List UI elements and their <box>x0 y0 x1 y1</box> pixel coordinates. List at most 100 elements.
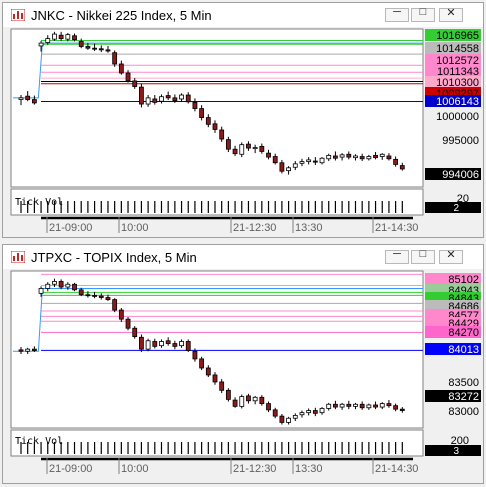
candle-body-down <box>132 327 138 337</box>
candle-body-down <box>125 72 131 82</box>
candle <box>346 151 352 160</box>
candle-body-down <box>246 395 251 402</box>
window-title: JNKC - Nikkei 225 Index, 5 Min <box>31 8 212 23</box>
candle <box>306 408 312 416</box>
candle-body-down <box>18 349 24 352</box>
candle <box>25 347 31 355</box>
candle <box>65 32 71 42</box>
candle <box>219 379 225 394</box>
candle-body-up <box>366 404 372 409</box>
minimize-button[interactable]: ─ <box>385 248 409 264</box>
candle-body-up <box>353 155 358 159</box>
price-axis-label: 995000 <box>442 135 479 147</box>
candle <box>259 395 265 406</box>
candle <box>286 166 291 175</box>
candle <box>45 282 51 292</box>
candle-body-down <box>192 350 198 360</box>
candle <box>31 346 37 352</box>
candle-body-down <box>259 145 265 152</box>
plot-area[interactable] <box>10 270 424 429</box>
candle <box>279 414 285 425</box>
candle <box>58 31 64 41</box>
maximize-button[interactable]: □ <box>411 248 435 264</box>
price-chart[interactable]: Tick Vol 21-09:00 10:00 21-12:30 13:30 21-14:… <box>3 3 483 237</box>
candle <box>393 156 399 167</box>
window-title-bar[interactable]: JTPXC - TOPIX Index, 5 Min ─ □ ✕ <box>3 245 483 269</box>
plot-area[interactable] <box>10 28 424 188</box>
candle <box>306 157 312 165</box>
candle <box>105 294 111 302</box>
candle-body-down <box>399 408 405 411</box>
candle-body-up <box>319 157 325 164</box>
candle <box>366 403 372 410</box>
candle <box>118 60 124 75</box>
candle-body-down <box>165 340 171 344</box>
candle <box>279 159 285 174</box>
candle <box>326 153 332 162</box>
candle <box>259 143 265 154</box>
minimize-icon: ─ <box>393 248 401 260</box>
candle-body-down <box>266 403 271 411</box>
candle <box>112 50 118 67</box>
volume-pane[interactable] <box>10 188 424 216</box>
candle-body-up <box>379 153 385 157</box>
candle-body-down <box>58 281 64 288</box>
candle-body-down <box>152 98 158 103</box>
candle <box>252 144 258 154</box>
candle-body-down <box>333 155 338 159</box>
candle-body-up <box>292 415 298 419</box>
candle-body-down <box>399 165 405 170</box>
candle <box>312 157 318 165</box>
candle-body-up <box>145 340 151 350</box>
time-axis-label: 10:00 <box>121 463 149 475</box>
candle <box>58 279 64 290</box>
candle-body-down <box>165 95 171 99</box>
close-icon: ✕ <box>446 7 456 19</box>
candle-body-down <box>205 367 211 376</box>
candle-body-down <box>359 156 365 160</box>
candle-body-down <box>72 283 77 291</box>
candle <box>52 278 57 288</box>
candle <box>353 402 358 410</box>
candle-body-down <box>266 152 271 158</box>
candle-body-up <box>286 417 291 423</box>
candle-body-up <box>366 156 372 160</box>
window-title: JTPXC - TOPIX Index, 5 Min <box>31 250 197 265</box>
candle-body-up <box>379 403 385 408</box>
candle-body-down <box>132 80 138 87</box>
price-chart[interactable]: Tick Vol 21-09:00 10:00 21-12:30 13:30 21-14:… <box>3 245 483 483</box>
candle <box>319 407 325 415</box>
candle-body-down <box>98 295 104 298</box>
candle <box>85 43 91 50</box>
candle-body-up <box>18 97 24 100</box>
close-button[interactable]: ✕ <box>439 7 463 22</box>
candle <box>252 395 258 405</box>
volume-pane[interactable] <box>10 429 424 457</box>
candle <box>145 95 151 107</box>
maximize-button[interactable]: □ <box>411 6 435 22</box>
candle <box>172 94 178 103</box>
candle-body-up <box>38 288 44 294</box>
candle-body-down <box>172 97 178 102</box>
candle <box>125 317 131 331</box>
nikkei-chart-window[interactable]: JNKC - Nikkei 225 Index, 5 Min ─ □ ✕ Tic… <box>2 2 484 238</box>
window-title-bar[interactable]: JNKC - Nikkei 225 Index, 5 Min ─ □ ✕ <box>3 3 483 27</box>
candle-body-up <box>52 281 57 285</box>
candle-body-up <box>299 412 305 416</box>
price-label-box <box>425 168 481 180</box>
candle <box>386 153 392 161</box>
candle <box>179 339 184 348</box>
candle-body-down <box>192 101 198 109</box>
candle <box>386 400 392 408</box>
candle-body-up <box>52 33 57 40</box>
candle-body-down <box>92 295 97 297</box>
candle-body-down <box>232 399 238 407</box>
time-axis <box>11 217 423 235</box>
price-axis-label: 1006143 <box>436 96 479 108</box>
topix-chart-window[interactable]: JTPXC - TOPIX Index, 5 Min ─ □ ✕ Tick Vo… <box>2 244 484 484</box>
close-button[interactable]: ✕ <box>439 249 463 264</box>
candle <box>78 38 84 49</box>
candle <box>118 307 124 322</box>
candle <box>399 162 405 171</box>
minimize-button[interactable]: ─ <box>385 6 409 22</box>
